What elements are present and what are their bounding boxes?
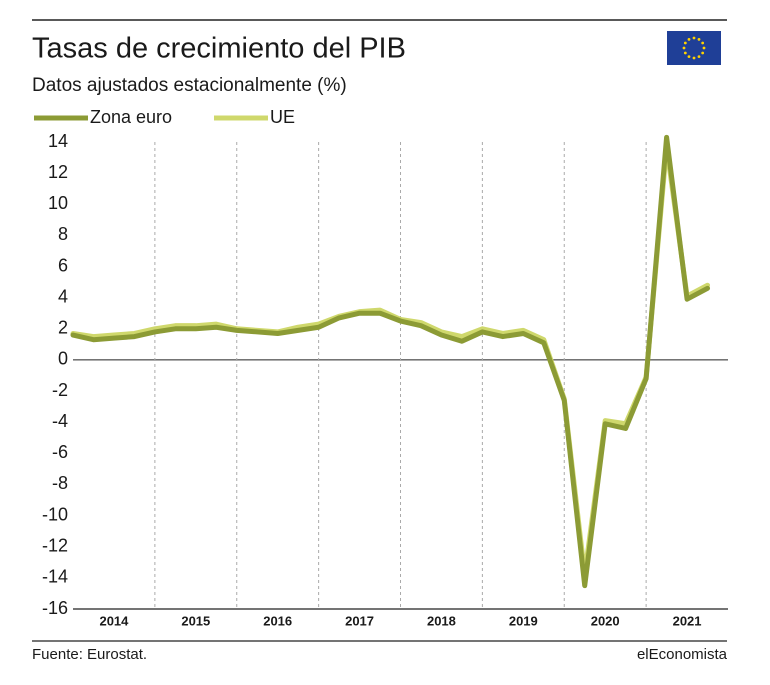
- x-tick-label: 2016: [263, 613, 292, 628]
- flag-stars: [682, 36, 706, 60]
- flag-star: [692, 36, 696, 40]
- flag-star: [701, 51, 705, 55]
- x-tick-label: 2018: [427, 613, 456, 628]
- flag-star: [682, 46, 686, 50]
- flag-star: [692, 56, 696, 60]
- source: Fuente: Eurostat.: [32, 646, 147, 663]
- x-tick-label: 2015: [181, 613, 210, 628]
- y-tick-label: -6: [52, 442, 68, 462]
- series-line: [70, 144, 711, 578]
- y-tick-label: -8: [52, 473, 68, 493]
- chart-subtitle: Datos ajustados estacionalmente (%): [32, 75, 347, 96]
- flag-star: [702, 46, 706, 50]
- legend-label: Zona euro: [90, 107, 172, 127]
- flag-star: [687, 37, 691, 41]
- y-tick-label: 8: [58, 224, 68, 244]
- y-tick-label: 0: [58, 349, 68, 369]
- x-tick-label: 2014: [99, 613, 129, 628]
- chart-title: Tasas de crecimiento del PIB: [32, 33, 406, 65]
- y-tick-label: -2: [52, 380, 68, 400]
- y-tick-label: 10: [48, 193, 68, 213]
- flag-field: [667, 31, 721, 65]
- legend-label: UE: [270, 107, 295, 127]
- y-tick-label: -4: [52, 411, 68, 431]
- y-tick-label: -12: [42, 535, 68, 555]
- x-tick-label: 2017: [345, 613, 374, 628]
- flag-star: [687, 55, 691, 59]
- y-tick-label: 2: [58, 318, 68, 338]
- x-tick-label: 2019: [509, 613, 538, 628]
- eu-flag: [667, 31, 721, 65]
- x-tick-label: 2021: [673, 613, 702, 628]
- y-tick-label: 12: [48, 162, 68, 182]
- y-tick-label: 4: [58, 286, 68, 306]
- flag-star: [683, 41, 687, 45]
- y-tick-label: 14: [48, 131, 68, 151]
- y-tick-label: -16: [42, 598, 68, 618]
- flag-star: [683, 51, 687, 55]
- flag-star: [697, 55, 701, 59]
- y-tick-label: -10: [42, 504, 68, 524]
- flag-star: [697, 37, 701, 41]
- y-tick-label: -14: [42, 567, 68, 587]
- brand: elEconomista: [637, 646, 728, 663]
- flag-star: [701, 41, 705, 45]
- x-tick-label: 2020: [591, 613, 620, 628]
- y-tick-label: 6: [58, 255, 68, 275]
- series-line: [70, 134, 711, 589]
